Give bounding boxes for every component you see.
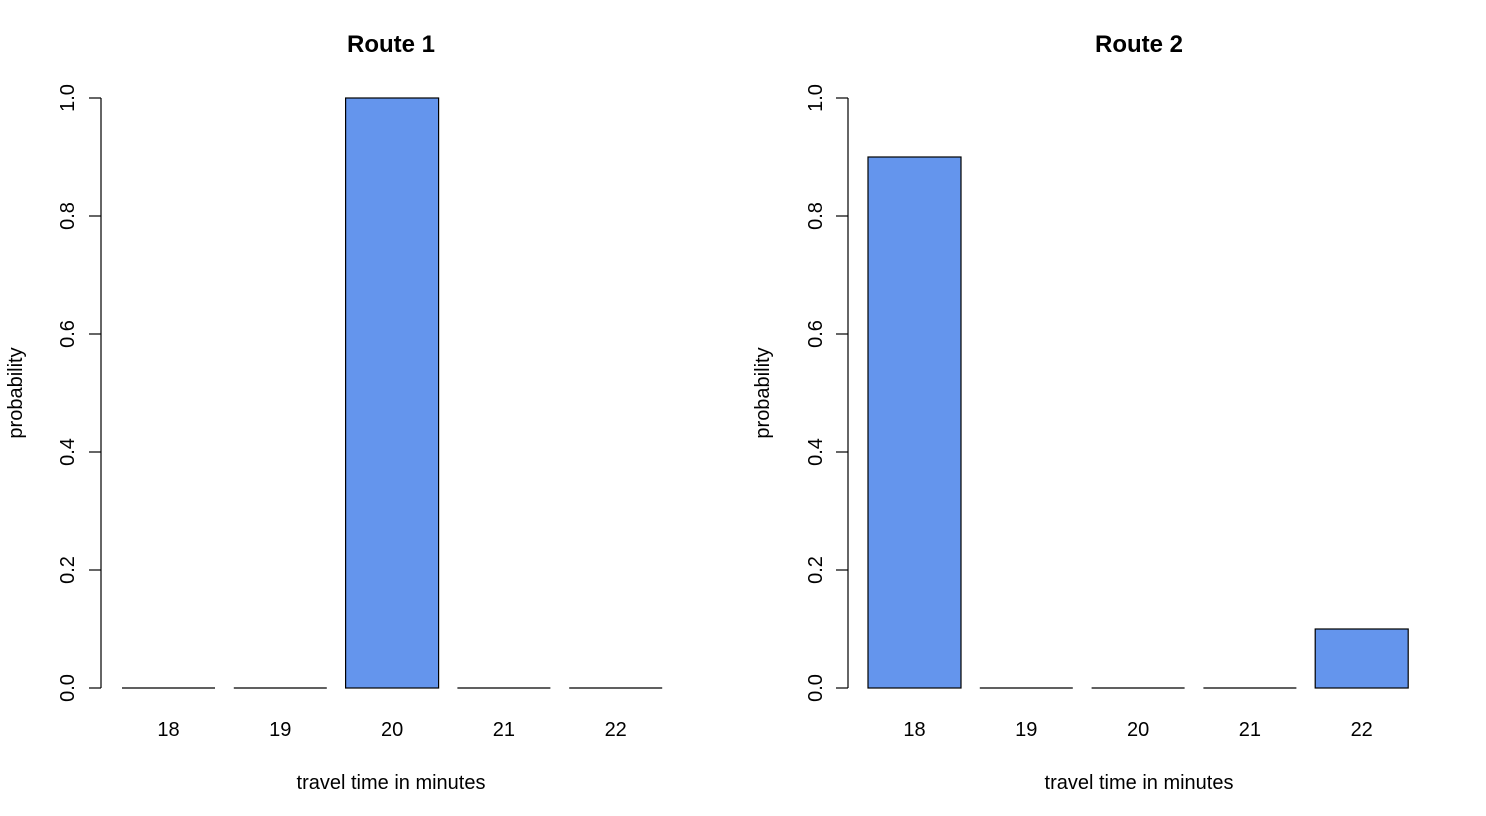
y-tick-label: 1.0 <box>805 84 827 112</box>
bar <box>1314 628 1409 689</box>
y-tick-label: 0.2 <box>57 556 79 584</box>
y-tick-label: 0.6 <box>805 320 827 348</box>
y-tick-label: 0.8 <box>57 202 79 230</box>
y-tick-label: 0.2 <box>805 556 827 584</box>
y-tick-label: 0.4 <box>57 438 79 466</box>
x-axis-label: travel time in minutes <box>297 772 486 794</box>
x-tick-label: 18 <box>903 719 925 741</box>
x-tick-label: 18 <box>157 719 179 741</box>
bar <box>867 156 962 689</box>
bar <box>345 97 440 689</box>
y-axis-label: probability <box>752 347 774 438</box>
y-tick-label: 0.6 <box>57 320 79 348</box>
x-tick-label: 19 <box>1015 719 1037 741</box>
x-axis-label: travel time in minutes <box>1045 772 1234 794</box>
y-tick-label: 0.0 <box>805 674 827 702</box>
x-tick-label: 20 <box>381 719 403 741</box>
x-tick-label: 21 <box>1239 719 1261 741</box>
y-tick-label: 0.4 <box>805 438 827 466</box>
chart-title: Route 1 <box>347 31 435 58</box>
y-tick-label: 0.8 <box>805 202 827 230</box>
x-tick-label: 21 <box>493 719 515 741</box>
x-tick-label: 19 <box>269 719 291 741</box>
x-tick-label: 22 <box>605 719 627 741</box>
chart-title: Route 2 <box>1095 31 1183 58</box>
route-2-chart: Route 2 0.0 0.2 0.4 0.6 0.8 1.0 probability 18 19… <box>752 31 1409 794</box>
y-tick-label: 1.0 <box>57 84 79 112</box>
x-tick-label: 22 <box>1351 719 1373 741</box>
route-1-chart: Route 1 0.0 0.2 0.4 0.6 0.8 1.0 probability 18 19… <box>5 31 663 794</box>
x-tick-label: 20 <box>1127 719 1149 741</box>
y-axis-label: probability <box>5 347 27 438</box>
y-tick-label: 0.0 <box>57 674 79 702</box>
